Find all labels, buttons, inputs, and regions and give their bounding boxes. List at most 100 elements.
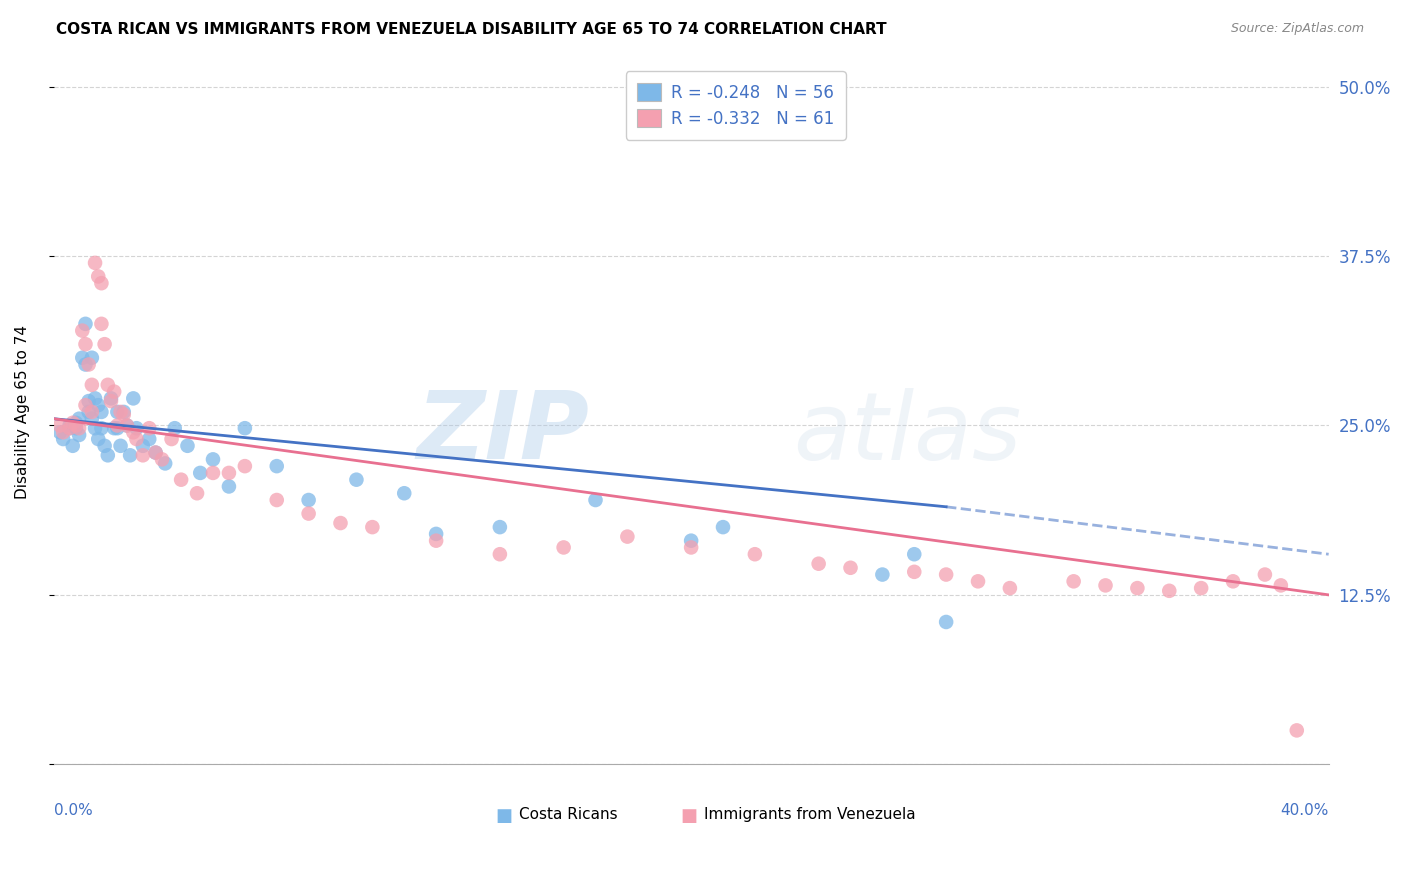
Point — [67, 428, 90, 442]
Point — [616, 530, 638, 544]
Point — [90, 405, 112, 419]
Point — [967, 574, 990, 589]
Text: ■: ■ — [681, 806, 697, 824]
Point — [1270, 578, 1292, 592]
Point — [201, 452, 224, 467]
Point — [67, 411, 90, 425]
Point — [329, 516, 352, 530]
Point — [52, 432, 75, 446]
Point — [681, 533, 703, 548]
Point — [1126, 581, 1149, 595]
Point — [361, 520, 384, 534]
Point — [170, 473, 193, 487]
Point — [105, 421, 128, 435]
Point — [125, 432, 148, 446]
Point — [176, 439, 198, 453]
Point — [72, 324, 94, 338]
Point — [75, 358, 97, 372]
Point — [1254, 567, 1277, 582]
Point — [218, 479, 240, 493]
Text: Immigrants from Venezuela: Immigrants from Venezuela — [704, 806, 915, 822]
Point — [935, 567, 957, 582]
Y-axis label: Disability Age 65 to 74: Disability Age 65 to 74 — [15, 325, 30, 499]
Point — [998, 581, 1021, 595]
Point — [120, 448, 142, 462]
Point — [75, 337, 97, 351]
Point — [394, 486, 416, 500]
Point — [132, 439, 155, 453]
Point — [93, 337, 115, 351]
Point — [62, 439, 84, 453]
Point — [201, 466, 224, 480]
Point — [122, 425, 145, 440]
Point — [103, 421, 125, 435]
Point — [115, 418, 138, 433]
Point — [872, 567, 894, 582]
Legend: R = -0.248   N = 56, R = -0.332   N = 61: R = -0.248 N = 56, R = -0.332 N = 61 — [626, 71, 846, 140]
Point — [125, 421, 148, 435]
Point — [711, 520, 734, 534]
Text: COSTA RICAN VS IMMIGRANTS FROM VENEZUELA DISABILITY AGE 65 TO 74 CORRELATION CHA: COSTA RICAN VS IMMIGRANTS FROM VENEZUELA… — [56, 22, 887, 37]
Point — [49, 425, 72, 440]
Point — [425, 527, 447, 541]
Point — [65, 418, 87, 433]
Point — [115, 418, 138, 433]
Point — [100, 394, 122, 409]
Point — [138, 421, 160, 435]
Point — [681, 541, 703, 555]
Point — [72, 351, 94, 365]
Point — [58, 421, 80, 435]
Point — [935, 615, 957, 629]
Text: atlas: atlas — [793, 388, 1021, 479]
Point — [80, 411, 103, 425]
Point — [186, 486, 208, 500]
Point — [744, 547, 766, 561]
Point — [298, 507, 321, 521]
Point — [67, 421, 90, 435]
Point — [346, 473, 368, 487]
Point — [65, 416, 87, 430]
Point — [80, 351, 103, 365]
Point — [65, 421, 87, 435]
Point — [489, 520, 512, 534]
Point — [903, 547, 925, 561]
Point — [298, 493, 321, 508]
Point — [105, 405, 128, 419]
Point — [1159, 583, 1181, 598]
Point — [132, 448, 155, 462]
Point — [266, 459, 288, 474]
Point — [105, 418, 128, 433]
Point — [90, 421, 112, 435]
Point — [75, 317, 97, 331]
Point — [93, 439, 115, 453]
Point — [188, 466, 211, 480]
Point — [112, 405, 135, 419]
Point — [266, 493, 288, 508]
Text: ■: ■ — [496, 806, 513, 824]
Point — [218, 466, 240, 480]
Point — [75, 398, 97, 412]
Text: Source: ZipAtlas.com: Source: ZipAtlas.com — [1230, 22, 1364, 36]
Point — [80, 405, 103, 419]
Point — [138, 432, 160, 446]
Text: ZIP: ZIP — [416, 387, 589, 479]
Point — [52, 425, 75, 440]
Point — [233, 459, 256, 474]
Point — [77, 394, 100, 409]
Point — [58, 421, 80, 435]
Point — [1285, 723, 1308, 738]
Point — [585, 493, 607, 508]
Point — [233, 421, 256, 435]
Text: Costa Ricans: Costa Ricans — [519, 806, 617, 822]
Point — [163, 421, 186, 435]
Point — [49, 418, 72, 433]
Point — [97, 377, 120, 392]
Point — [1189, 581, 1212, 595]
Point — [87, 432, 110, 446]
Point — [807, 557, 830, 571]
Point — [903, 565, 925, 579]
Point — [100, 392, 122, 406]
Point — [110, 405, 132, 419]
Point — [87, 269, 110, 284]
Point — [160, 432, 183, 446]
